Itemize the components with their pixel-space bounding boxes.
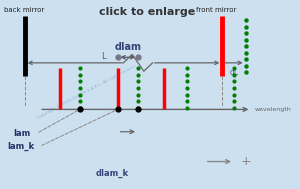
Text: dL: dL xyxy=(230,68,238,77)
Text: lam_k: lam_k xyxy=(7,142,34,151)
Text: lam: lam xyxy=(13,129,30,138)
Text: dlam_k: dlam_k xyxy=(95,169,128,178)
Text: Copyright © 2009 CLAVIS S.A.R.L. All rights reserved: Copyright © 2009 CLAVIS S.A.R.L. All rig… xyxy=(36,62,140,120)
Text: back mirror: back mirror xyxy=(4,7,44,13)
Text: click to enlarge: click to enlarge xyxy=(99,7,195,17)
Text: wavelength: wavelength xyxy=(254,107,291,112)
Text: front mirror: front mirror xyxy=(196,7,236,13)
Text: +: + xyxy=(240,155,251,168)
Text: dlam: dlam xyxy=(114,42,141,52)
Text: L: L xyxy=(101,52,105,61)
